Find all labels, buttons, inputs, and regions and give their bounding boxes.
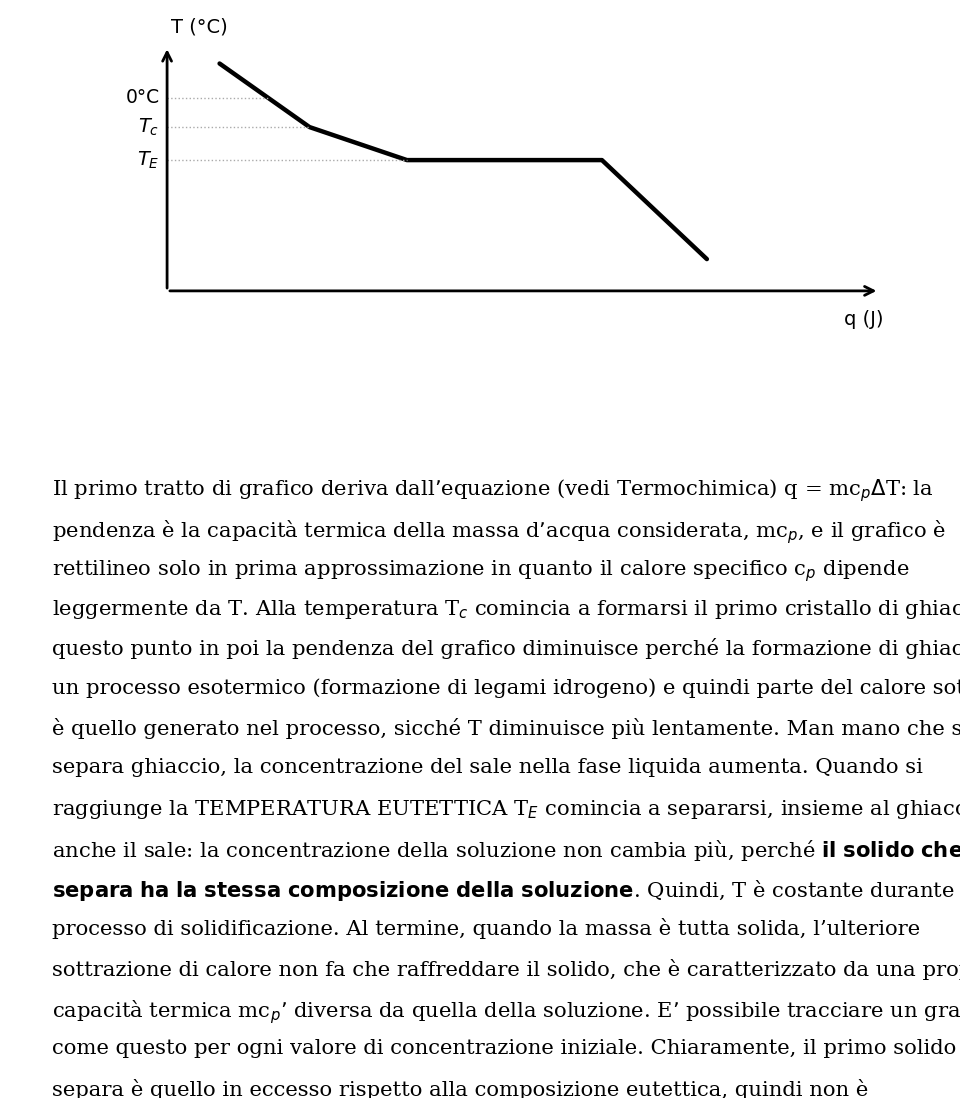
Text: $T_E$: $T_E$ xyxy=(137,149,159,171)
Text: 0°C: 0°C xyxy=(126,88,159,108)
Text: $T_c$: $T_c$ xyxy=(138,116,159,137)
Text: rettilineo solo in prima approssimazione in quanto il calore specifico c$_p$ dip: rettilineo solo in prima approssimazione… xyxy=(52,558,909,583)
Text: anche il sale: la concentrazione della soluzione non cambia più, perché $\mathbf: anche il sale: la concentrazione della s… xyxy=(52,839,960,863)
Text: questo punto in poi la pendenza del grafico diminuisce perché la formazione di g: questo punto in poi la pendenza del graf… xyxy=(52,638,960,659)
Text: capacità termica mc$_p$’ diversa da quella della soluzione. E’ possibile traccia: capacità termica mc$_p$’ diversa da quel… xyxy=(52,999,960,1027)
Text: q (J): q (J) xyxy=(844,311,883,329)
Text: raggiunge la TEMPERATURA EUTETTICA T$_E$ comincia a separarsi, insieme al ghiacc: raggiunge la TEMPERATURA EUTETTICA T$_E$… xyxy=(52,798,960,821)
Text: un processo esotermico (formazione di legami idrogeno) e quindi parte del calore: un processo esotermico (formazione di le… xyxy=(52,679,960,697)
Text: separa è quello in eccesso rispetto alla composizione eutettica, quindi non è: separa è quello in eccesso rispetto alla… xyxy=(52,1078,868,1098)
Text: separa ghiaccio, la concentrazione del sale nella fase liquida aumenta. Quando s: separa ghiaccio, la concentrazione del s… xyxy=(52,759,923,777)
Text: sottrazione di calore non fa che raffreddare il solido, che è caratterizzato da : sottrazione di calore non fa che raffred… xyxy=(52,959,960,979)
Text: $\mathbf{separa}$ $\mathbf{ha}$ $\mathbf{la}$ $\mathbf{stessa}$ $\mathbf{composi: $\mathbf{separa}$ $\mathbf{ha}$ $\mathbf… xyxy=(52,878,960,904)
Text: processo di solidificazione. Al termine, quando la massa è tutta solida, l’ulter: processo di solidificazione. Al termine,… xyxy=(52,918,920,940)
Text: pendenza è la capacità termica della massa d’acqua considerata, mc$_p$, e il gra: pendenza è la capacità termica della mas… xyxy=(52,518,946,546)
Text: T (°C): T (°C) xyxy=(171,18,228,36)
Text: è quello generato nel processo, sicché T diminuisce più lentamente. Man mano che: è quello generato nel processo, sicché T… xyxy=(52,718,960,739)
Text: Il primo tratto di grafico deriva dall’equazione (vedi Termochimica) q = mc$_p$$: Il primo tratto di grafico deriva dall’e… xyxy=(52,478,933,504)
Text: come questo per ogni valore di concentrazione iniziale. Chiaramente, il primo so: come questo per ogni valore di concentra… xyxy=(52,1039,960,1057)
Text: leggermente da T. Alla temperatura T$_c$ comincia a formarsi il primo cristallo : leggermente da T. Alla temperatura T$_c$… xyxy=(52,597,960,620)
